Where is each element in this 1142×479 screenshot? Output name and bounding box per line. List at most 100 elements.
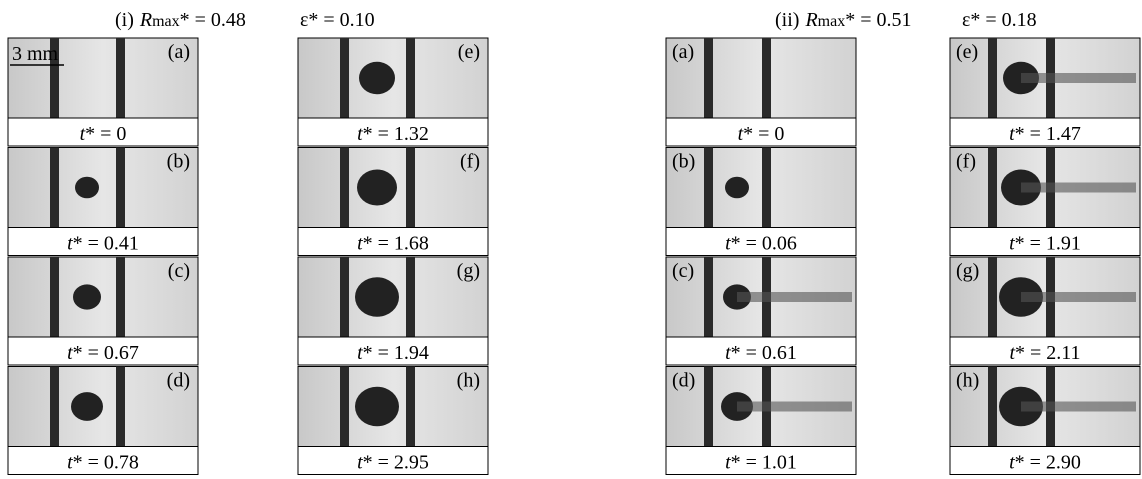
figure: (i) Rmax * = 0.48 ε* = 0.10 (a) t* = 0 (b) t* =… (0, 0, 1142, 479)
jet (737, 292, 852, 302)
bubble (75, 177, 99, 199)
electrode (340, 257, 349, 337)
time-value: * = 0.06 (731, 233, 797, 255)
time-caption: t* = 1.32 (357, 123, 429, 145)
time-value: * = 0.61 (731, 342, 797, 364)
r-value: * = 0.51 (845, 9, 911, 31)
electrode (704, 148, 713, 228)
frame: (a) t* = 0 (666, 38, 856, 146)
electrode (406, 148, 415, 228)
electrode (340, 148, 349, 228)
frame-letter: (h) (457, 370, 480, 392)
electrode (116, 148, 125, 228)
bubble (357, 170, 397, 206)
frame: (b) t* = 0.41 (8, 148, 198, 256)
time-caption: t* = 0.41 (67, 233, 139, 255)
bubble (71, 392, 103, 421)
electrode (50, 148, 59, 228)
time-caption: t* = 2.11 (1009, 342, 1080, 364)
frame-letter: (d) (167, 370, 190, 392)
time-value: * = 1.01 (731, 452, 797, 474)
electrode (762, 148, 771, 228)
frame-letter: (a) (672, 41, 694, 63)
r-value: * = 0.48 (180, 9, 246, 31)
frame-letter: (c) (168, 260, 190, 282)
time-caption: t* = 0.61 (725, 342, 797, 364)
time-value: * = 0.67 (73, 342, 139, 364)
time-value: * = 2.95 (363, 452, 429, 474)
time-caption: t* = 1.91 (1009, 233, 1081, 255)
time-caption: t* = 0.06 (725, 233, 797, 255)
bubble (359, 62, 395, 94)
electrode (988, 257, 997, 337)
frame-letter: (d) (672, 370, 695, 392)
scale-bar-label: 3 mm (12, 43, 59, 65)
frame-letter: (e) (458, 41, 480, 63)
time-caption: t* = 0.78 (67, 452, 139, 474)
time-caption: t* = 1.47 (1009, 123, 1081, 145)
r-symbol: R (804, 9, 817, 31)
r-symbol: R (139, 9, 152, 31)
frame-letter: (e) (956, 41, 978, 63)
electrode (340, 367, 349, 447)
electrode (340, 38, 349, 118)
time-value: * = 1.32 (363, 123, 429, 145)
time-value: * = 1.68 (363, 233, 429, 255)
time-caption: t* = 0.67 (67, 342, 139, 364)
frame-letter: (b) (672, 151, 695, 173)
electrode (50, 367, 59, 447)
electrode (50, 257, 59, 337)
time-value: * = 0 (85, 123, 126, 145)
frame: (f)t* = 1.68 (298, 148, 488, 256)
jet (737, 402, 852, 412)
r-subscript: max (818, 13, 846, 30)
electrode (704, 257, 713, 337)
time-value: * = 1.91 (1015, 233, 1081, 255)
time-value: * = 0.78 (73, 452, 139, 474)
electrode (762, 38, 771, 118)
time-caption: t* = 2.90 (1009, 452, 1081, 474)
electrode (406, 38, 415, 118)
frame: (e) t* = 1.47 (950, 38, 1140, 146)
frame-letter: (f) (956, 151, 976, 173)
frame: (h)t* = 2.90 (950, 367, 1140, 475)
time-value: * = 2.90 (1015, 452, 1081, 474)
bubble (73, 284, 101, 309)
electrode (704, 367, 713, 447)
epsilon-value: ε* = 0.10 (300, 9, 375, 31)
electrode (406, 257, 415, 337)
time-caption: t* = 1.94 (357, 342, 429, 364)
frame-image (666, 38, 856, 118)
frame-letter: (g) (956, 260, 979, 282)
frame: (h) t* = 2.95 (298, 367, 488, 475)
panel-number: (i) (115, 9, 134, 31)
frame: (d) t* = 0.78 (8, 367, 198, 475)
time-value: * = 0.41 (73, 233, 139, 255)
jet (1021, 73, 1136, 83)
bubble (355, 277, 399, 317)
frame-letter: (c) (672, 260, 694, 282)
time-caption: t* = 0 (738, 123, 785, 145)
frame-letter: (g) (457, 260, 480, 282)
panel-number: (ii) (775, 9, 799, 31)
electrode (988, 38, 997, 118)
panel-heading: (i)Rmax* = 0.48 (115, 9, 246, 31)
electrode (704, 38, 713, 118)
time-caption: t* = 2.95 (357, 452, 429, 474)
electrode (406, 367, 415, 447)
frame: (e) t* = 1.32 (298, 38, 488, 146)
electrode (116, 38, 125, 118)
bubble (355, 387, 399, 427)
frame: (d)t* = 1.01 (666, 367, 856, 475)
epsilon-value: ε* = 0.18 (962, 9, 1037, 31)
jet (1021, 183, 1136, 193)
jet (1021, 292, 1136, 302)
time-value: * = 1.47 (1015, 123, 1081, 145)
bubble (725, 177, 749, 199)
frame-letter: (b) (167, 151, 190, 173)
electrode (988, 367, 997, 447)
time-value: * = 0 (743, 123, 784, 145)
frame: (g) t* = 2.11 (950, 257, 1140, 365)
frame: (b) t* = 0.06 (666, 148, 856, 256)
electrode (116, 367, 125, 447)
